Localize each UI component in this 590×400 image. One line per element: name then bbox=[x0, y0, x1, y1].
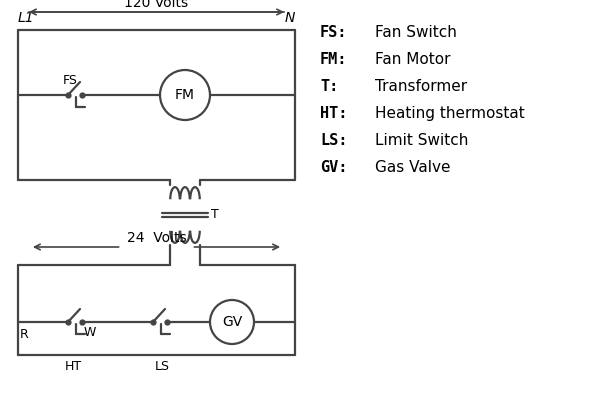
Text: R: R bbox=[20, 328, 29, 341]
Text: HT: HT bbox=[65, 360, 82, 373]
Text: W: W bbox=[84, 326, 96, 339]
Text: LS: LS bbox=[155, 360, 170, 373]
Text: Transformer: Transformer bbox=[375, 79, 467, 94]
Text: HT:: HT: bbox=[320, 106, 348, 121]
Text: Limit Switch: Limit Switch bbox=[375, 133, 468, 148]
Text: 24  Volts: 24 Volts bbox=[127, 231, 186, 245]
Text: LS:: LS: bbox=[320, 133, 348, 148]
Text: FM:: FM: bbox=[320, 52, 348, 67]
Text: Fan Motor: Fan Motor bbox=[375, 52, 451, 67]
Text: Fan Switch: Fan Switch bbox=[375, 25, 457, 40]
Text: FS: FS bbox=[63, 74, 78, 87]
Text: GV:: GV: bbox=[320, 160, 348, 175]
Text: T: T bbox=[211, 208, 219, 222]
Text: Heating thermostat: Heating thermostat bbox=[375, 106, 525, 121]
Text: Gas Valve: Gas Valve bbox=[375, 160, 451, 175]
Text: 120 Volts: 120 Volts bbox=[124, 0, 189, 10]
Text: L1: L1 bbox=[18, 11, 35, 25]
Text: N: N bbox=[284, 11, 295, 25]
Text: T:: T: bbox=[320, 79, 338, 94]
Text: GV: GV bbox=[222, 315, 242, 329]
Text: FM: FM bbox=[175, 88, 195, 102]
Text: FS:: FS: bbox=[320, 25, 348, 40]
